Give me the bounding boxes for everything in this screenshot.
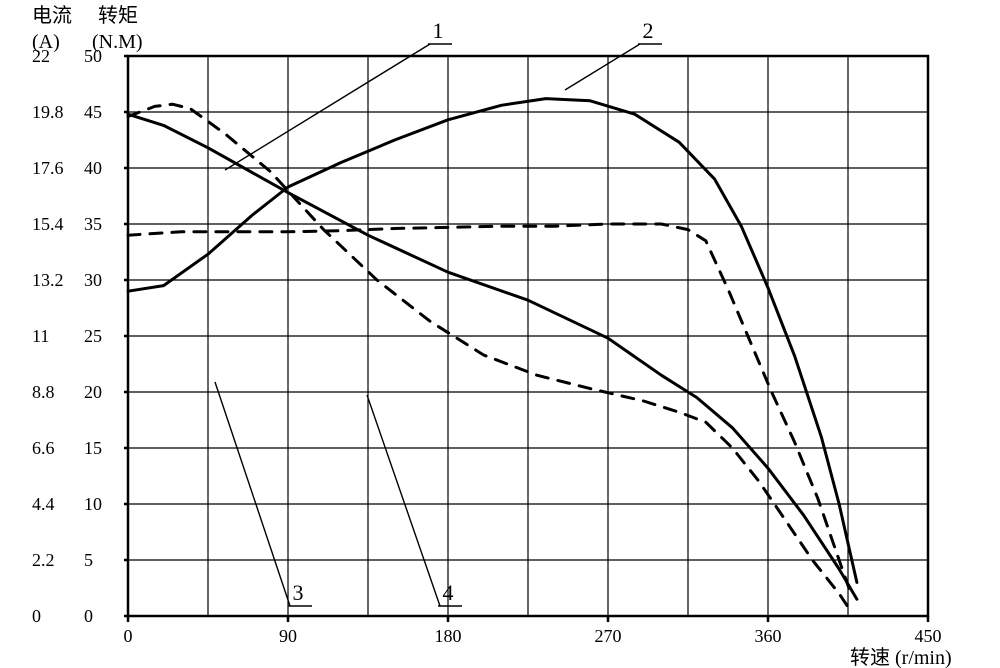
x-axis-label: 转速 (r/min) [850,646,952,668]
y-right-unit: (N.M) [92,31,143,53]
y-right-tick-label: 30 [84,270,102,290]
y-right-tick-label: 5 [84,550,93,570]
bg [0,0,1000,668]
y-right-tick-label: 35 [84,214,102,234]
y-left-tick-label: 8.8 [32,382,55,402]
y-left-tick-label: 2.2 [32,550,55,570]
y-left-tick-label: 4.4 [32,494,55,514]
x-tick-label: 180 [435,626,462,646]
y-right-tick-label: 15 [84,438,102,458]
x-tick-label: 360 [755,626,782,646]
callout-label: 1 [433,18,444,43]
y-right-tick-label: 45 [84,102,102,122]
y-left-tick-label: 15.4 [32,214,64,234]
y-right-tick-label: 25 [84,326,102,346]
chart-root: 090180270360450转速 (r/min)02.24.46.68.811… [0,0,1000,668]
callout-label: 2 [643,18,654,43]
chart-svg: 090180270360450转速 (r/min)02.24.46.68.811… [0,0,1000,668]
y-left-tick-label: 11 [32,326,49,346]
y-right-tick-label: 40 [84,158,102,178]
y-left-tick-label: 13.2 [32,270,64,290]
y-right-tick-label: 0 [84,606,93,626]
y-left-tick-label: 17.6 [32,158,64,178]
y-left-tick-label: 0 [32,606,41,626]
y-right-tick-label: 20 [84,382,102,402]
y-left-tick-label: 6.6 [32,438,55,458]
x-tick-label: 450 [915,626,942,646]
callout-label: 4 [443,580,454,605]
x-tick-label: 270 [595,626,622,646]
y-right-title: 转矩 [98,4,138,27]
x-tick-label: 90 [279,626,297,646]
x-tick-label: 0 [124,626,133,646]
y-left-unit: (A) [32,31,60,53]
y-left-tick-label: 19.8 [32,102,64,122]
y-right-tick-label: 10 [84,494,102,514]
y-left-title: 电流 [32,4,72,27]
callout-label: 3 [293,580,304,605]
